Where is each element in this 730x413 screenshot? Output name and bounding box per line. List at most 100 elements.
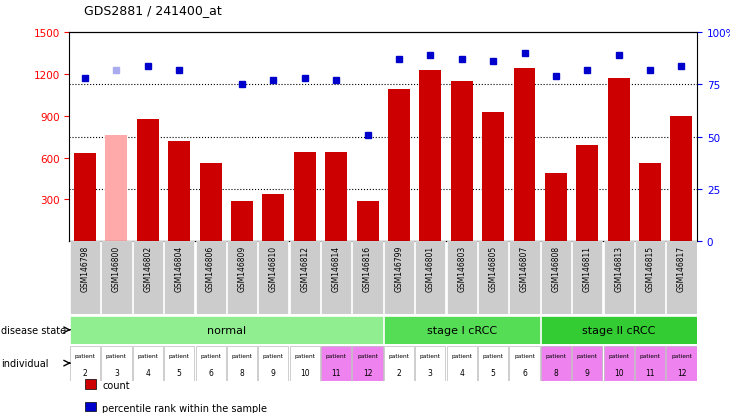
Bar (447, 242, 477, 314)
Text: patient: patient (671, 353, 692, 358)
Bar (384, 316, 539, 344)
Bar (415, 242, 445, 314)
Text: 5: 5 (491, 368, 496, 377)
Bar (541, 242, 571, 314)
Text: patient: patient (451, 353, 472, 358)
Bar (168, 142, 191, 242)
Text: 9: 9 (271, 368, 276, 377)
Bar (447, 346, 477, 381)
Bar (604, 346, 634, 381)
Bar (572, 242, 602, 314)
Bar (635, 242, 665, 314)
Bar (133, 346, 163, 381)
Bar (513, 69, 536, 242)
Bar (258, 346, 288, 381)
Bar (227, 242, 257, 314)
Text: patient: patient (639, 353, 661, 358)
Text: 10: 10 (614, 368, 623, 377)
Text: patient: patient (514, 353, 535, 358)
Bar (666, 242, 696, 314)
Bar (196, 346, 226, 381)
Bar (510, 242, 539, 314)
Bar (510, 346, 539, 381)
Bar (478, 242, 508, 314)
Text: GSM146812: GSM146812 (300, 245, 310, 291)
Text: 2: 2 (82, 368, 88, 377)
Text: patient: patient (294, 353, 315, 358)
Bar (70, 316, 383, 344)
Bar (666, 346, 696, 381)
Text: GSM146806: GSM146806 (206, 245, 215, 291)
Bar (293, 153, 316, 242)
Bar (541, 346, 571, 381)
Text: patient: patient (357, 353, 378, 358)
Text: 6: 6 (208, 368, 213, 377)
Text: 11: 11 (645, 368, 655, 377)
Bar (450, 82, 473, 242)
Bar (353, 242, 383, 314)
Bar (353, 346, 383, 381)
Text: 6: 6 (522, 368, 527, 377)
Bar (258, 242, 288, 314)
Text: 8: 8 (553, 368, 558, 377)
Bar (85, 380, 96, 389)
Bar (196, 242, 226, 314)
Bar (635, 346, 665, 381)
Text: normal: normal (207, 325, 246, 335)
Bar (576, 146, 599, 242)
Bar (70, 346, 100, 381)
Text: GSM146799: GSM146799 (394, 245, 404, 292)
Text: GSM146803: GSM146803 (457, 245, 466, 291)
Text: disease state: disease state (1, 325, 66, 335)
Text: GSM146807: GSM146807 (520, 245, 529, 291)
Bar (604, 242, 634, 314)
Bar (231, 201, 253, 242)
Text: GSM146813: GSM146813 (614, 245, 623, 291)
Bar (325, 153, 347, 242)
Text: patient: patient (420, 353, 441, 358)
Bar (290, 346, 320, 381)
Text: patient: patient (200, 353, 221, 358)
Text: GSM146809: GSM146809 (237, 245, 247, 291)
Bar (384, 242, 414, 314)
Bar (137, 119, 159, 242)
Bar (101, 242, 131, 314)
Bar (164, 346, 194, 381)
Text: patient: patient (263, 353, 284, 358)
Text: GSM146804: GSM146804 (174, 245, 184, 291)
Text: GSM146800: GSM146800 (112, 245, 121, 291)
Text: GSM146810: GSM146810 (269, 245, 278, 291)
Bar (478, 346, 508, 381)
Text: patient: patient (483, 353, 504, 358)
Text: patient: patient (577, 353, 598, 358)
Bar (105, 136, 128, 242)
Text: 8: 8 (239, 368, 245, 377)
Text: 12: 12 (363, 368, 372, 377)
Text: GSM146814: GSM146814 (331, 245, 341, 291)
Text: GSM146801: GSM146801 (426, 245, 435, 291)
Text: count: count (102, 380, 130, 390)
Text: patient: patient (231, 353, 253, 358)
Text: patient: patient (137, 353, 158, 358)
Text: patient: patient (169, 353, 190, 358)
Text: 4: 4 (145, 368, 150, 377)
Bar (545, 173, 567, 242)
Bar (482, 112, 504, 242)
Bar (419, 71, 442, 242)
Text: patient: patient (608, 353, 629, 358)
Text: GSM146811: GSM146811 (583, 245, 592, 291)
Text: patient: patient (326, 353, 347, 358)
Bar (164, 242, 194, 314)
Bar (290, 242, 320, 314)
Text: 12: 12 (677, 368, 686, 377)
Text: GSM146802: GSM146802 (143, 245, 153, 291)
Text: GSM146816: GSM146816 (363, 245, 372, 291)
Text: GSM146805: GSM146805 (488, 245, 498, 291)
Text: stage II cRCC: stage II cRCC (582, 325, 656, 335)
Text: 4: 4 (459, 368, 464, 377)
Bar (356, 201, 379, 242)
Bar (607, 79, 630, 242)
Text: 10: 10 (300, 368, 310, 377)
Text: 9: 9 (585, 368, 590, 377)
Bar (541, 316, 696, 344)
